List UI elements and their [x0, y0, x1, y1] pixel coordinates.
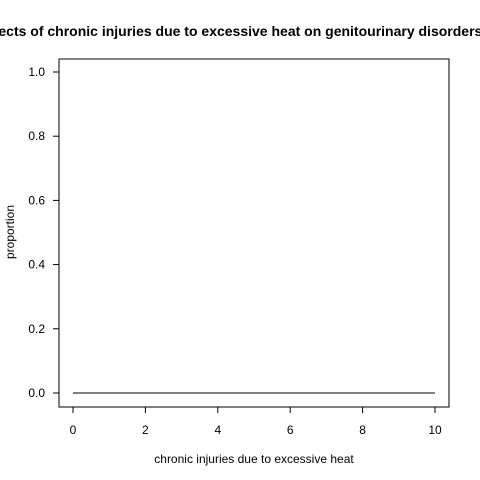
y-tick-label: 0.8 — [28, 129, 45, 143]
chart-title: Effects of chronic injuries due to exces… — [0, 23, 480, 39]
x-tick-label: 4 — [214, 423, 221, 437]
x-tick-label: 8 — [359, 423, 366, 437]
x-tick-label: 10 — [428, 423, 442, 437]
y-axis: 0.0 0.2 0.4 0.6 0.8 1.0 — [28, 65, 60, 400]
x-tick-label: 2 — [142, 423, 149, 437]
x-axis-label: chronic injuries due to excessive heat — [154, 452, 354, 466]
x-tick-label: 6 — [287, 423, 294, 437]
y-tick-label: 0.6 — [28, 193, 45, 207]
x-tick-label: 0 — [70, 423, 77, 437]
y-tick-label: 0.4 — [28, 258, 45, 272]
x-axis: 0 2 4 6 8 10 — [70, 406, 442, 437]
y-tick-label: 0.0 — [28, 386, 45, 400]
plot-frame — [58, 58, 450, 408]
y-tick-label: 0.2 — [28, 322, 45, 336]
y-tick-label: 1.0 — [28, 65, 45, 79]
y-axis-label: proportion — [3, 205, 17, 259]
